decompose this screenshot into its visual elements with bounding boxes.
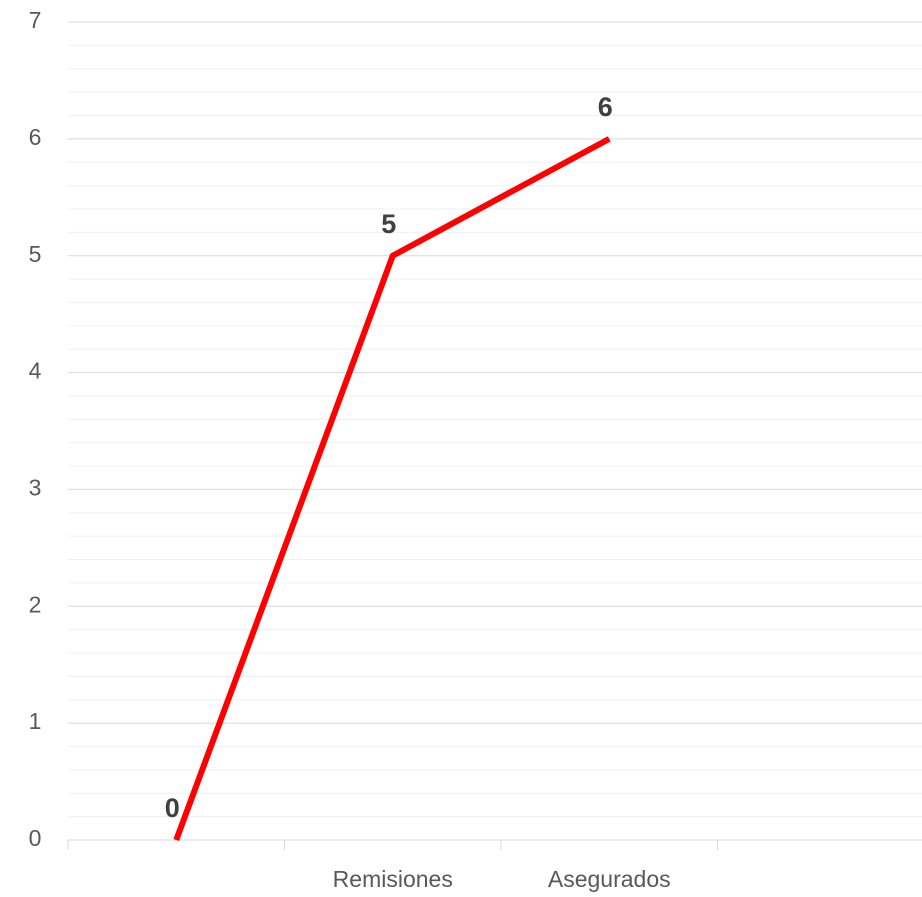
x-tick-label: Asegurados bbox=[548, 866, 671, 892]
y-tick-label: 3 bbox=[29, 475, 42, 501]
y-tick-label: 1 bbox=[29, 708, 42, 734]
line-series bbox=[173, 136, 611, 842]
y-tick-label: 2 bbox=[29, 591, 42, 617]
y-tick-label: 0 bbox=[29, 825, 42, 851]
y-tick-label: 4 bbox=[29, 358, 42, 384]
x-tick-label: Remisiones bbox=[333, 866, 453, 892]
data-label: 5 bbox=[381, 209, 396, 239]
y-tick-label: 7 bbox=[29, 7, 42, 33]
y-tick-label: 6 bbox=[29, 124, 42, 150]
data-label: 6 bbox=[598, 92, 613, 122]
y-tick-label: 5 bbox=[29, 241, 42, 267]
data-label: 0 bbox=[165, 793, 180, 823]
